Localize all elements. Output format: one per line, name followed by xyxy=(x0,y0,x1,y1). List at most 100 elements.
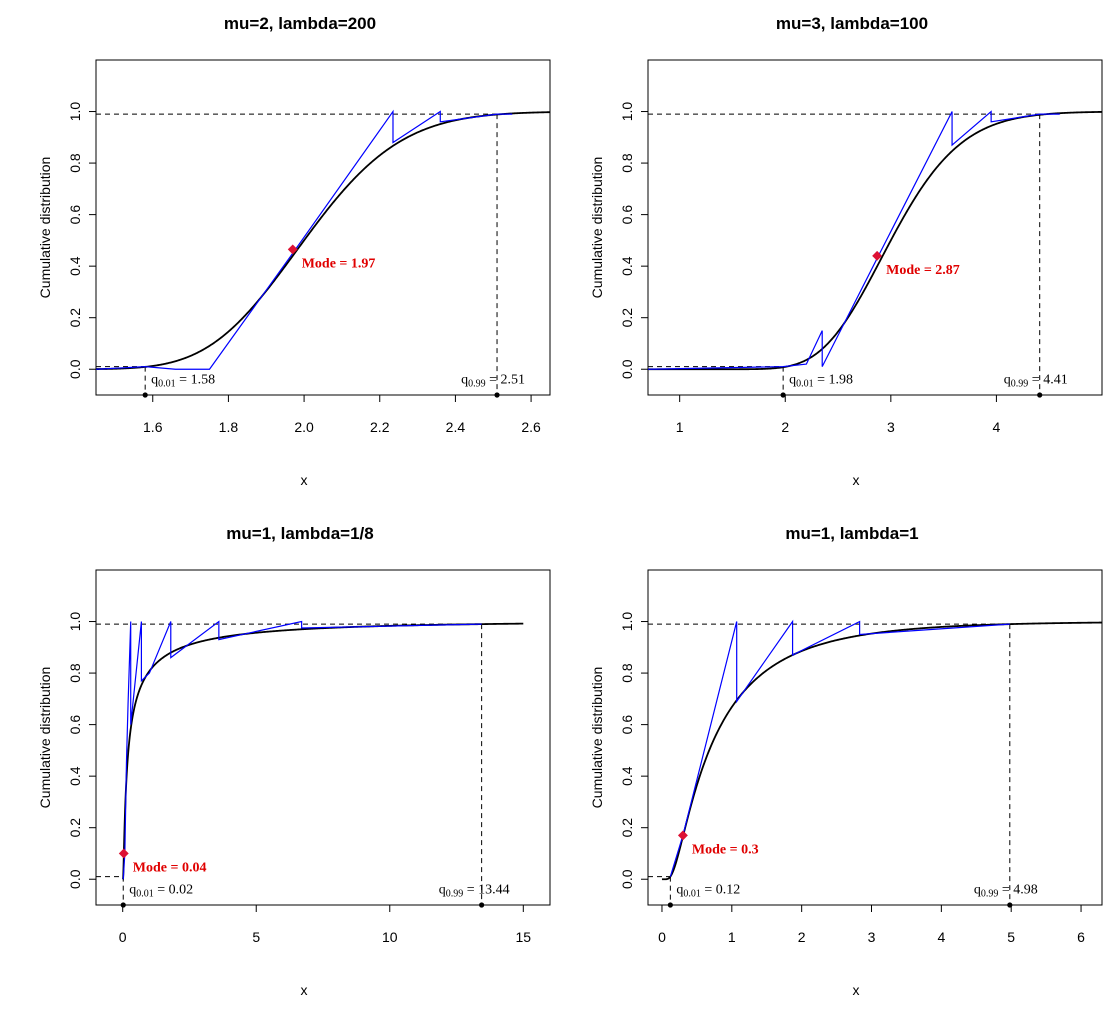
chart-svg: mu=3, lambda=100 0.0 0.2 0.4 0.6 0.8 1.0 Cumula… xyxy=(589,14,1103,488)
y-axis-label: Cumulative distribution xyxy=(589,157,605,299)
chart-svg: mu=1, lambda=1/8 0.0 0.2 0.4 0.6 0.8 1.0 Cumula… xyxy=(37,524,551,998)
q99-label: q0.99 = 13.44 xyxy=(439,883,510,900)
mode-label: Mode = 1.97 xyxy=(302,256,376,271)
y-tick-label: 0.8 xyxy=(619,663,635,683)
q01-marker xyxy=(120,902,126,908)
mode-marker xyxy=(118,848,129,859)
q99-label-value: = 4.41 xyxy=(1028,373,1067,388)
x-tick-label: 2.0 xyxy=(294,419,314,435)
y-tick-label: 0.4 xyxy=(619,256,635,276)
plot-area xyxy=(96,620,524,905)
x-tick-label: 1.8 xyxy=(219,419,239,435)
chart-panel-4: mu=1, lambda=1 0.0 0.2 0.4 0.6 0.8 1.0 Cumulati… xyxy=(552,510,1103,1020)
x-tick-label: 4 xyxy=(993,419,1001,435)
y-tick-label: 0.6 xyxy=(619,715,635,735)
plot-frame xyxy=(647,569,1103,906)
q01-label-value: = 1.98 xyxy=(814,373,853,388)
y-tick-label: 0.4 xyxy=(67,256,83,276)
q01-label-value: = 0.12 xyxy=(701,883,740,898)
cdf-curve xyxy=(96,111,550,370)
x-tick-label: 1.6 xyxy=(143,419,163,435)
q01-marker xyxy=(142,392,148,398)
chart-title: mu=1, lambda=1/8 xyxy=(226,524,373,543)
approx-series xyxy=(648,110,1060,370)
mode-marker xyxy=(287,244,298,255)
y-tick-label: 0.4 xyxy=(67,766,83,786)
x-tick-label: 2.4 xyxy=(446,419,466,435)
y-tick-label: 0.2 xyxy=(619,818,635,838)
q99-label-sub: 0.99 xyxy=(446,889,464,900)
y-tick-label: 0.6 xyxy=(67,205,83,225)
plot-area xyxy=(96,109,550,395)
x-tick-label: 2.2 xyxy=(370,419,390,435)
x-tick-label: 15 xyxy=(516,929,532,945)
mode-label: Mode = 0.3 xyxy=(692,842,759,857)
q01-label-main: q xyxy=(129,883,136,898)
x-tick-label: 5 xyxy=(1007,929,1015,945)
q01-marker xyxy=(667,902,673,908)
plot-area xyxy=(648,110,1102,395)
y-tick-label: 1.0 xyxy=(619,102,635,122)
q01-label-main: q xyxy=(789,373,796,388)
q99-marker xyxy=(1007,902,1013,908)
x-tick-label: 6 xyxy=(1077,929,1085,945)
cdf-curve xyxy=(122,622,524,881)
y-tick-label: 0.2 xyxy=(67,818,83,838)
q01-label-sub: 0.01 xyxy=(796,379,814,390)
x-tick-label: 3 xyxy=(868,929,876,945)
q99-label-main: q xyxy=(439,883,446,898)
q01-label-value: = 1.58 xyxy=(176,373,215,388)
y-tick-label: 0.8 xyxy=(67,153,83,173)
chart-panel-3: mu=1, lambda=1/8 0.0 0.2 0.4 0.6 0.8 1.0 Cumula… xyxy=(0,510,552,1020)
y-tick-label: 0.2 xyxy=(67,308,83,328)
x-axis-label: x xyxy=(301,982,308,998)
q01-label-sub: 0.01 xyxy=(136,889,154,900)
mode-label: Mode = 2.87 xyxy=(886,263,960,278)
chart-svg: mu=2, lambda=200 0.0 0.2 0.4 0.6 0.8 1.0 Cumula… xyxy=(37,14,551,488)
q99-marker xyxy=(1037,392,1043,398)
y-tick-label: 0.0 xyxy=(67,359,83,379)
x-axis-label: x xyxy=(301,472,308,488)
q01-label-main: q xyxy=(676,883,683,898)
q99-label-value: = 4.98 xyxy=(998,883,1037,898)
plot-frame xyxy=(95,569,551,906)
mode-marker xyxy=(872,250,883,261)
approx-series xyxy=(96,109,513,370)
q99-label-main: q xyxy=(1004,373,1011,388)
q01-label: q0.01 = 1.98 xyxy=(789,373,853,390)
x-axis-label: x xyxy=(853,982,860,998)
y-tick-label: 0.0 xyxy=(67,869,83,889)
y-tick-label: 0.8 xyxy=(619,153,635,173)
x-tick-label: 1 xyxy=(728,929,736,945)
q99-label-sub: 0.99 xyxy=(981,889,999,900)
approx-series xyxy=(122,620,482,880)
x-tick-label: 2 xyxy=(781,419,789,435)
q99-label-main: q xyxy=(461,373,468,388)
plot-frame xyxy=(95,59,551,396)
x-tick-label: 3 xyxy=(887,419,895,435)
q99-marker xyxy=(479,902,485,908)
q99-label-sub: 0.99 xyxy=(468,379,486,390)
chart-title: mu=1, lambda=1 xyxy=(785,524,918,543)
q99-label: q0.99 = 2.51 xyxy=(461,373,525,390)
q01-label-sub: 0.01 xyxy=(683,889,701,900)
x-tick-label: 10 xyxy=(382,929,398,945)
y-tick-label: 0.6 xyxy=(67,715,83,735)
x-tick-label: 4 xyxy=(937,929,945,945)
q01-label-main: q xyxy=(151,373,158,388)
y-tick-label: 0.0 xyxy=(619,869,635,889)
mode-marker xyxy=(677,830,688,841)
x-axis-label: x xyxy=(853,472,860,488)
q99-label: q0.99 = 4.98 xyxy=(974,883,1038,900)
y-tick-label: 0.0 xyxy=(619,359,635,379)
chart-svg: mu=1, lambda=1 0.0 0.2 0.4 0.6 0.8 1.0 Cumulati… xyxy=(589,524,1103,998)
x-tick-label: 2 xyxy=(798,929,806,945)
x-tick-label: 1 xyxy=(676,419,684,435)
chart-panel-1: mu=2, lambda=200 0.0 0.2 0.4 0.6 0.8 1.0 Cumula… xyxy=(0,0,552,510)
y-tick-label: 0.6 xyxy=(619,205,635,225)
y-axis-label: Cumulative distribution xyxy=(589,667,605,809)
mode-label: Mode = 0.04 xyxy=(133,860,207,875)
q99-label-value: = 2.51 xyxy=(486,373,525,388)
x-tick-label: 0 xyxy=(658,929,666,945)
